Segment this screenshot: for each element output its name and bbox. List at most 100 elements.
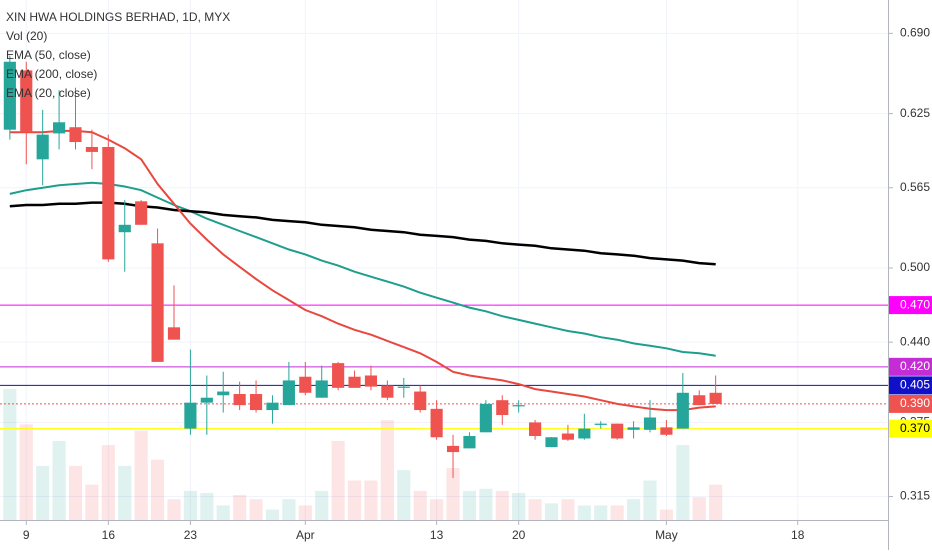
candle-body [200, 397, 213, 403]
price-level-tag [889, 376, 932, 395]
ema-line [9, 129, 716, 412]
candle-body [611, 423, 624, 439]
y-tick-label: 0.440 [900, 334, 930, 348]
legend: XIN HWA HOLDINGS BERHAD, 1D, MYX Vol (20… [6, 10, 230, 100]
price-level-label: 0.420 [900, 359, 930, 373]
candle-body [676, 392, 689, 429]
volume-bar [347, 480, 362, 520]
candle-body [118, 224, 131, 233]
price-level-tag [889, 419, 932, 438]
price-level-label: 0.370 [900, 421, 930, 435]
y-tick-label: 0.565 [900, 180, 930, 194]
volume-bar [216, 505, 230, 520]
price-level-label: 0.470 [900, 297, 930, 311]
chart-title: XIN HWA HOLDINGS BERHAD, 1D, MYX [6, 10, 230, 24]
volume-bar [643, 480, 657, 520]
x-tick-label: May [655, 528, 678, 542]
candle-body [315, 380, 328, 398]
x-tick-label: 9 [23, 528, 30, 542]
candle-body [102, 146, 115, 260]
volume-bar [68, 465, 83, 520]
candle-body [397, 386, 410, 388]
volume-bar [134, 430, 148, 520]
x-tick-label: 16 [102, 528, 116, 542]
price-level-tag [889, 296, 932, 315]
volume-bar [577, 505, 591, 520]
y-tick-label: 0.500 [900, 260, 930, 274]
volume-bar [462, 490, 477, 520]
volume-bar [265, 509, 280, 520]
volume-bar [659, 509, 673, 520]
x-tick-label: 18 [791, 528, 805, 542]
candle-body [233, 394, 246, 406]
candle-body [53, 122, 66, 134]
volume-bar [610, 505, 624, 520]
candle-body [69, 127, 82, 143]
volume-bar [19, 424, 33, 520]
volume-bar [544, 503, 559, 520]
candle-body [627, 427, 640, 430]
volume-bar [413, 490, 427, 520]
candle-body [496, 400, 509, 416]
ema-line [9, 181, 716, 357]
ema-line [9, 201, 716, 266]
axes: 0.3150.3750.4400.5000.5650.6250.69091623… [23, 26, 932, 542]
volume-bar [315, 490, 329, 520]
y-tick-label: 0.690 [900, 26, 930, 40]
candle-body [167, 327, 181, 340]
candles [3, 55, 722, 479]
volume-bar [512, 492, 526, 520]
volume-bar [183, 490, 197, 520]
x-tick-label: Apr [296, 528, 315, 542]
ema-lines [9, 129, 716, 412]
candle-body [299, 376, 312, 393]
price-level-tag [889, 394, 932, 413]
volume-bar [101, 445, 115, 520]
volume-bar [594, 505, 608, 520]
candle-body [660, 427, 673, 435]
legend-entry: EMA (50, close) [6, 48, 91, 62]
candle-body [348, 376, 361, 388]
candle-body [693, 395, 706, 406]
x-tick-label: 20 [512, 528, 526, 542]
volume-bar [282, 499, 296, 520]
legend-entry: Vol (20) [6, 29, 47, 43]
volume-bar [561, 499, 575, 520]
legend-entry: EMA (20, close) [6, 86, 91, 100]
candle-body [479, 403, 492, 433]
price-level-label: 0.390 [900, 396, 930, 410]
candle-body [594, 423, 607, 425]
volume-bar [36, 465, 50, 520]
volume-bar [627, 499, 641, 520]
candle-body [578, 428, 591, 439]
volume-bar [298, 505, 312, 520]
candle-body [512, 405, 525, 407]
volume-bar [479, 488, 493, 520]
candle-body [529, 422, 542, 437]
volume-bar [528, 499, 542, 520]
volume-bar [397, 470, 411, 520]
candle-body [135, 201, 148, 225]
candle-body [282, 380, 295, 406]
candle-body [430, 408, 443, 438]
volume-bar [200, 492, 214, 520]
candle-body [364, 375, 378, 387]
y-tick-label: 0.625 [900, 106, 930, 120]
volume-bar [249, 499, 263, 520]
x-tick-label: 13 [430, 528, 444, 542]
volume-bar [118, 465, 132, 520]
candle-body [3, 61, 16, 130]
candle-body [381, 385, 394, 398]
price-level-tag [889, 357, 932, 376]
volume-bar [446, 468, 460, 520]
candle-body [249, 394, 263, 411]
volume-bar [676, 445, 690, 520]
candle-body [446, 445, 460, 453]
candle-body [561, 433, 574, 440]
price-level-label: 0.405 [900, 378, 930, 392]
volume-bar [430, 499, 444, 520]
volume-bar [380, 420, 394, 520]
candle-body [266, 402, 279, 411]
